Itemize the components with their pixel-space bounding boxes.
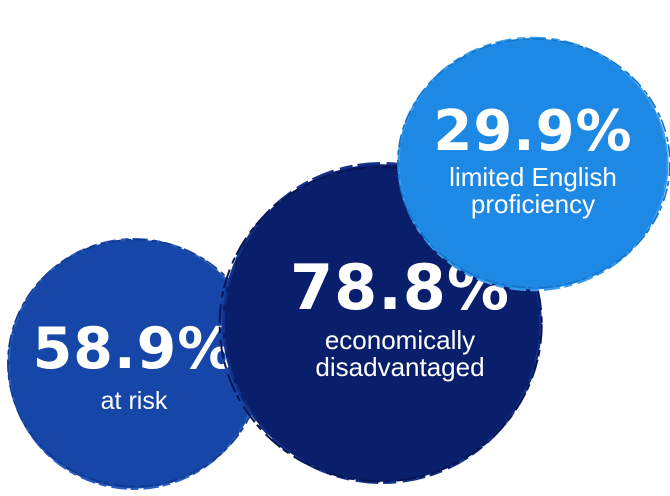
at-risk-bubble: 58.9% at risk xyxy=(7,238,264,490)
at-risk-content: 58.9% at risk xyxy=(32,313,236,416)
limited-english-proficiency-content: 29.9% limited English proficiency xyxy=(433,103,632,219)
limited-english-proficiency-label-line1: limited English xyxy=(449,161,617,192)
economically-disadvantaged-label-line2: disadvantaged xyxy=(315,352,485,382)
at-risk-value: 58.9% xyxy=(32,316,236,383)
limited-english-proficiency-value: 29.9% xyxy=(433,98,633,164)
limited-english-proficiency-bubble: 29.9% limited English proficiency xyxy=(396,36,670,292)
economically-disadvantaged-label-line1: economically xyxy=(324,324,476,355)
at-risk-label: at risk xyxy=(100,387,168,416)
limited-english-proficiency-label-line2: proficiency xyxy=(470,189,596,219)
